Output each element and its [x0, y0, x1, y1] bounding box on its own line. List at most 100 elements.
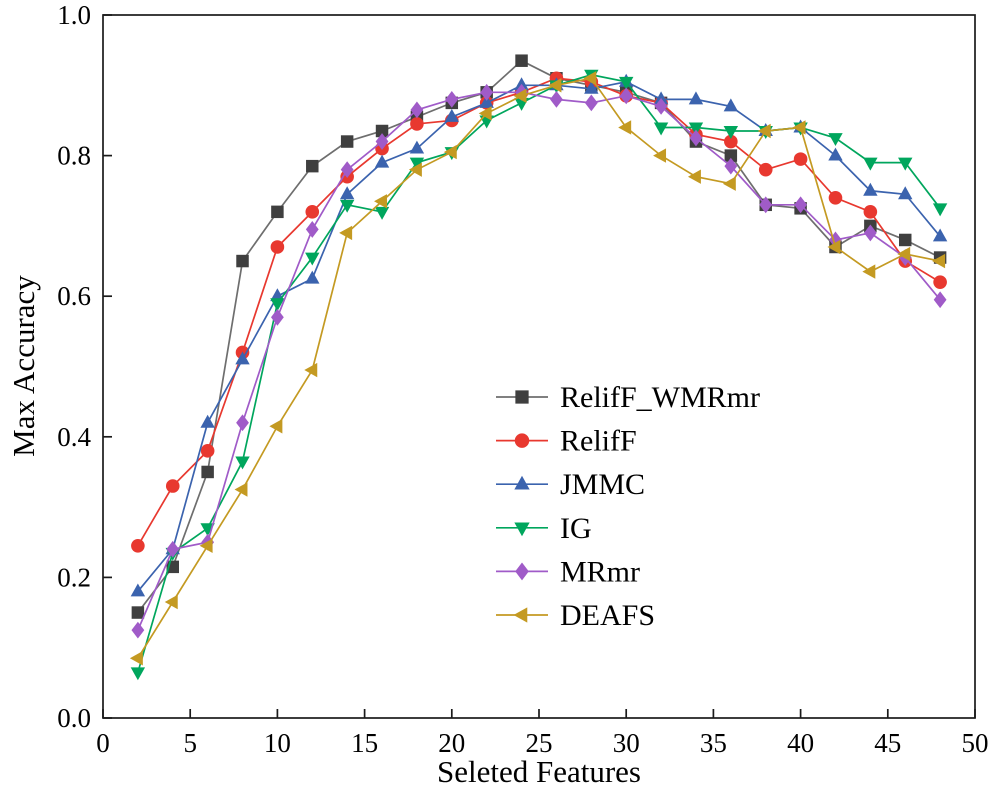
marker-triangle-left	[687, 169, 701, 184]
marker-triangle-up	[374, 154, 390, 168]
marker-triangle-up	[688, 91, 704, 105]
marker-triangle-down	[828, 133, 843, 147]
marker-triangle-up	[723, 98, 739, 112]
marker-triangle-up	[514, 475, 530, 490]
x-axis: 0 5 10 15 20 25 30 35 40 45 50	[96, 709, 989, 758]
series-line	[137, 77, 941, 547]
marker-triangle-up	[339, 186, 355, 200]
marker-diamond	[480, 83, 494, 101]
series-DEAFS	[129, 71, 946, 666]
series-IG	[130, 69, 948, 681]
marker-triangle-left	[548, 78, 562, 93]
marker-diamond	[340, 161, 354, 179]
legend-label: IG	[560, 512, 592, 545]
marker-circle	[724, 134, 738, 149]
marker-diamond	[271, 308, 284, 326]
marker-triangle-left	[618, 120, 632, 135]
marker-triangle-down	[619, 76, 634, 90]
x-tick-label: 10	[264, 728, 291, 758]
series-RelifF_WMRmr	[131, 54, 947, 619]
marker-triangle-down	[723, 126, 739, 139]
marker-circle	[200, 444, 215, 458]
marker-triangle-left	[408, 162, 422, 177]
marker-triangle-left	[199, 538, 213, 553]
series-MRmr	[131, 83, 947, 639]
y-tick-label: 0.8	[57, 141, 91, 171]
marker-triangle-up	[409, 140, 425, 154]
marker-triangle-left	[269, 419, 283, 434]
marker-diamond	[654, 97, 668, 115]
legend-item-DEAFS: DEAFS	[496, 599, 655, 632]
marker-triangle-up	[653, 91, 669, 105]
marker-square	[724, 149, 738, 162]
marker-triangle-up	[863, 182, 878, 196]
legend-label: DEAFS	[560, 599, 655, 632]
marker-triangle-up	[898, 186, 913, 200]
marker-square	[899, 233, 912, 247]
marker-circle	[270, 240, 285, 254]
series-JMMC	[130, 73, 948, 597]
marker-triangle-down	[339, 199, 355, 213]
marker-triangle-up	[444, 108, 459, 122]
marker-triangle-left	[513, 607, 528, 623]
legend-label: RelifF	[560, 425, 637, 458]
marker-circle	[165, 479, 180, 493]
legend: RelifF_WMRmr RelifF JMMC IG MRmr DEAFS	[496, 381, 760, 632]
marker-triangle-left	[443, 144, 457, 160]
marker-triangle-down	[409, 157, 425, 171]
marker-diamond	[375, 133, 389, 150]
marker-triangle-left	[722, 176, 736, 191]
legend-item-MRmr: MRmr	[496, 555, 640, 588]
x-tick-label: 50	[962, 728, 989, 758]
marker-diamond	[619, 87, 633, 105]
marker-diamond	[933, 291, 947, 309]
marker-triangle-up	[584, 80, 599, 94]
series-RelifF	[131, 71, 947, 553]
marker-circle	[410, 117, 424, 131]
marker-square	[306, 159, 319, 173]
marker-triangle-up	[514, 77, 529, 91]
marker-diamond	[689, 129, 703, 147]
marker-triangle-left	[513, 88, 527, 104]
marker-triangle-up	[200, 414, 215, 428]
marker-diamond	[794, 196, 807, 214]
marker-triangle-left	[374, 194, 387, 209]
marker-circle	[305, 205, 320, 219]
marker-triangle-left	[897, 246, 911, 262]
marker-triangle-down	[200, 523, 215, 537]
plot-frame	[102, 14, 976, 719]
marker-triangle-down	[130, 667, 146, 681]
marker-triangle-down	[898, 157, 913, 171]
marker-diamond	[863, 224, 877, 242]
y-axis: 0.0 0.2 0.4 0.6 0.8 1.0	[57, 0, 112, 733]
marker-triangle-left	[339, 225, 353, 241]
marker-triangle-down	[688, 122, 704, 136]
marker-triangle-down	[653, 122, 669, 136]
marker-diamond	[550, 90, 563, 108]
marker-square	[515, 390, 529, 404]
y-tick-label: 0.0	[57, 703, 91, 733]
legend-label: RelifF_WMRmr	[560, 381, 760, 414]
marker-triangle-left	[164, 594, 178, 610]
y-tick-label: 0.6	[57, 281, 91, 311]
x-axis-title: Seleted Features	[436, 754, 641, 789]
marker-triangle-left	[862, 264, 876, 279]
marker-diamond	[515, 562, 529, 581]
marker-triangle-left	[234, 482, 248, 497]
marker-circle	[933, 275, 947, 289]
legend-item-IG: IG	[496, 512, 592, 545]
marker-triangle-down	[514, 522, 530, 537]
marker-triangle-down	[235, 456, 250, 470]
y-tick-label: 0.2	[57, 562, 91, 592]
marker-triangle-up	[828, 147, 843, 161]
marker-circle	[828, 190, 843, 205]
marker-triangle-left	[792, 120, 806, 135]
marker-square	[375, 124, 389, 138]
x-tick-label: 15	[351, 728, 378, 758]
marker-circle	[131, 538, 145, 553]
marker-diamond	[305, 221, 319, 238]
marker-triangle-left	[653, 148, 667, 163]
marker-diamond	[724, 157, 738, 175]
marker-triangle-up	[130, 583, 146, 597]
